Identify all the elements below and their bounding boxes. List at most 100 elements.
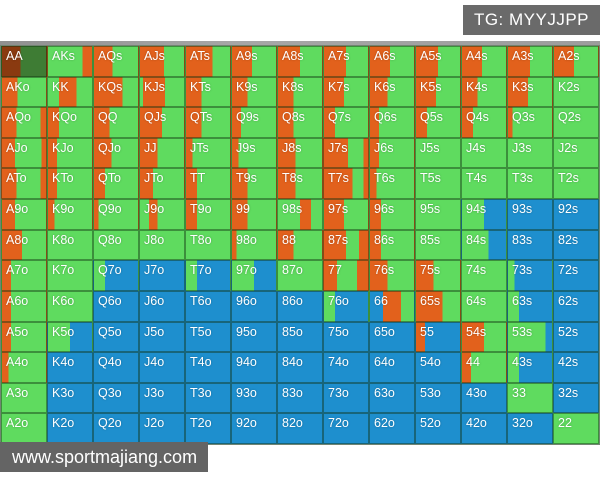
hand-cell-A3s[interactable]: A3s: [507, 46, 553, 77]
hand-cell-96s[interactable]: 96s: [369, 199, 415, 230]
hand-cell-96o[interactable]: 96o: [231, 290, 277, 322]
hand-cell-63s[interactable]: 63s: [507, 290, 553, 322]
hand-cell-99[interactable]: 99: [231, 199, 277, 230]
hand-cell-JTs[interactable]: JTs: [185, 137, 231, 169]
hand-cell-63o[interactable]: 63o: [369, 382, 415, 414]
hand-cell-QTs[interactable]: QTs: [185, 107, 231, 138]
hand-cell-42o[interactable]: 42o: [461, 413, 507, 444]
hand-cell-QJo[interactable]: QJo: [93, 137, 139, 169]
hand-cell-K2s[interactable]: K2s: [553, 76, 599, 108]
hand-cell-44[interactable]: 44: [461, 352, 507, 383]
hand-cell-J4o[interactable]: J4o: [139, 352, 185, 383]
hand-cell-94o[interactable]: 94o: [231, 352, 277, 383]
hand-cell-54o[interactable]: 54o: [415, 352, 461, 383]
hand-cell-K3s[interactable]: K3s: [507, 76, 553, 108]
hand-cell-A9s[interactable]: A9s: [231, 46, 277, 77]
hand-cell-76o[interactable]: 76o: [323, 290, 369, 322]
hand-cell-52s[interactable]: 52s: [553, 321, 599, 353]
hand-cell-A4s[interactable]: A4s: [461, 46, 507, 77]
hand-cell-Q7s[interactable]: Q7s: [323, 107, 369, 138]
hand-cell-K3o[interactable]: K3o: [47, 382, 93, 414]
hand-cell-Q2s[interactable]: Q2s: [553, 107, 599, 138]
hand-cell-97o[interactable]: 97o: [231, 260, 277, 291]
hand-cell-TT[interactable]: TT: [185, 168, 231, 200]
hand-cell-93s[interactable]: 93s: [507, 199, 553, 230]
hand-cell-ATo[interactable]: ATo: [1, 168, 47, 200]
hand-cell-64o[interactable]: 64o: [369, 352, 415, 383]
hand-cell-T4s[interactable]: T4s: [461, 168, 507, 200]
hand-cell-T6s[interactable]: T6s: [369, 168, 415, 200]
hand-cell-83s[interactable]: 83s: [507, 229, 553, 261]
hand-cell-Q3o[interactable]: Q3o: [93, 382, 139, 414]
hand-cell-T6o[interactable]: T6o: [185, 290, 231, 322]
hand-cell-Q8s[interactable]: Q8s: [277, 107, 323, 138]
hand-cell-77[interactable]: 77: [323, 260, 369, 291]
hand-cell-KQs[interactable]: KQs: [93, 76, 139, 108]
hand-cell-K6s[interactable]: K6s: [369, 76, 415, 108]
hand-cell-KTo[interactable]: KTo: [47, 168, 93, 200]
hand-cell-KTs[interactable]: KTs: [185, 76, 231, 108]
hand-cell-75o[interactable]: 75o: [323, 321, 369, 353]
hand-cell-Q5o[interactable]: Q5o: [93, 321, 139, 353]
hand-cell-J6s[interactable]: J6s: [369, 137, 415, 169]
hand-cell-J5o[interactable]: J5o: [139, 321, 185, 353]
hand-cell-73o[interactable]: 73o: [323, 382, 369, 414]
hand-cell-95o[interactable]: 95o: [231, 321, 277, 353]
hand-cell-55[interactable]: 55: [415, 321, 461, 353]
hand-cell-T5s[interactable]: T5s: [415, 168, 461, 200]
hand-cell-AKo[interactable]: AKo: [1, 76, 47, 108]
hand-cell-A5o[interactable]: A5o: [1, 321, 47, 353]
hand-cell-Q6o[interactable]: Q6o: [93, 290, 139, 322]
hand-cell-T3s[interactable]: T3s: [507, 168, 553, 200]
hand-cell-53o[interactable]: 53o: [415, 382, 461, 414]
hand-cell-A6s[interactable]: A6s: [369, 46, 415, 77]
hand-cell-JTo[interactable]: JTo: [139, 168, 185, 200]
hand-cell-62s[interactable]: 62s: [553, 290, 599, 322]
hand-cell-J9s[interactable]: J9s: [231, 137, 277, 169]
hand-cell-84o[interactable]: 84o: [277, 352, 323, 383]
hand-cell-Q7o[interactable]: Q7o: [93, 260, 139, 291]
hand-cell-32s[interactable]: 32s: [553, 382, 599, 414]
hand-cell-Q9s[interactable]: Q9s: [231, 107, 277, 138]
hand-cell-J3s[interactable]: J3s: [507, 137, 553, 169]
hand-cell-K6o[interactable]: K6o: [47, 290, 93, 322]
hand-cell-74s[interactable]: 74s: [461, 260, 507, 291]
hand-cell-98s[interactable]: 98s: [277, 199, 323, 230]
hand-cell-84s[interactable]: 84s: [461, 229, 507, 261]
hand-cell-T8o[interactable]: T8o: [185, 229, 231, 261]
hand-cell-66[interactable]: 66: [369, 290, 415, 322]
hand-cell-72o[interactable]: 72o: [323, 413, 369, 444]
hand-cell-QTo[interactable]: QTo: [93, 168, 139, 200]
hand-cell-T7s[interactable]: T7s: [323, 168, 369, 200]
hand-cell-ATs[interactable]: ATs: [185, 46, 231, 77]
hand-cell-86s[interactable]: 86s: [369, 229, 415, 261]
hand-cell-A8s[interactable]: A8s: [277, 46, 323, 77]
hand-cell-Q5s[interactable]: Q5s: [415, 107, 461, 138]
hand-cell-64s[interactable]: 64s: [461, 290, 507, 322]
hand-cell-52o[interactable]: 52o: [415, 413, 461, 444]
hand-cell-43o[interactable]: 43o: [461, 382, 507, 414]
hand-cell-Q2o[interactable]: Q2o: [93, 413, 139, 444]
hand-cell-73s[interactable]: 73s: [507, 260, 553, 291]
hand-cell-72s[interactable]: 72s: [553, 260, 599, 291]
hand-cell-KK[interactable]: KK: [47, 76, 93, 108]
hand-cell-AKs[interactable]: AKs: [47, 46, 93, 77]
hand-cell-86o[interactable]: 86o: [277, 290, 323, 322]
hand-cell-76s[interactable]: 76s: [369, 260, 415, 291]
hand-cell-K7s[interactable]: K7s: [323, 76, 369, 108]
hand-cell-T2s[interactable]: T2s: [553, 168, 599, 200]
hand-cell-K9s[interactable]: K9s: [231, 76, 277, 108]
hand-cell-A9o[interactable]: A9o: [1, 199, 47, 230]
hand-cell-Q3s[interactable]: Q3s: [507, 107, 553, 138]
hand-cell-AQo[interactable]: AQo: [1, 107, 47, 138]
hand-cell-A2o[interactable]: A2o: [1, 413, 47, 444]
hand-cell-88[interactable]: 88: [277, 229, 323, 261]
hand-cell-33[interactable]: 33: [507, 382, 553, 414]
hand-cell-54s[interactable]: 54s: [461, 321, 507, 353]
hand-cell-A3o[interactable]: A3o: [1, 382, 47, 414]
hand-cell-AJs[interactable]: AJs: [139, 46, 185, 77]
hand-cell-AA[interactable]: AA: [1, 46, 47, 77]
hand-cell-92o[interactable]: 92o: [231, 413, 277, 444]
hand-cell-AQs[interactable]: AQs: [93, 46, 139, 77]
hand-cell-J2o[interactable]: J2o: [139, 413, 185, 444]
